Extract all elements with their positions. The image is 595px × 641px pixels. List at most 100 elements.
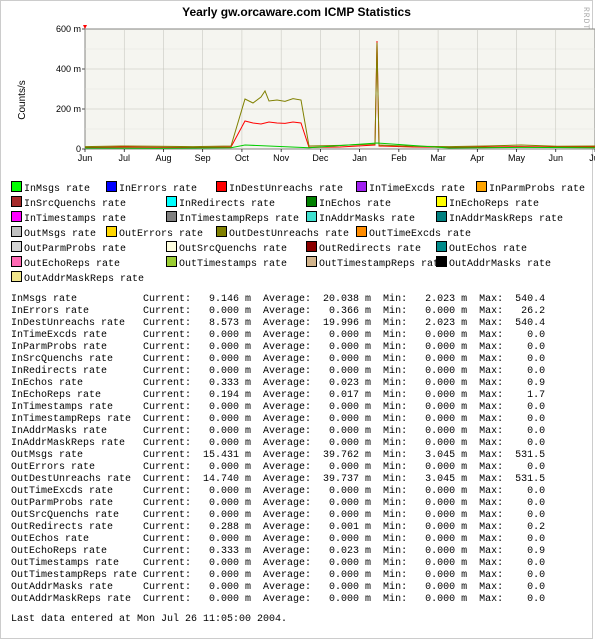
legend-label: InTimestampReps rate	[179, 214, 299, 225]
legend-item: InTimestamps rate	[11, 211, 166, 226]
swatch-icon	[306, 241, 317, 252]
legend-row: InSrcQuenchs rate InRedirects rate InEchos…	[11, 196, 584, 211]
svg-text:Sep: Sep	[195, 153, 211, 163]
svg-text:Oct: Oct	[235, 153, 250, 163]
swatch-icon	[106, 181, 117, 192]
svg-text:Feb: Feb	[391, 153, 407, 163]
legend-item: OutErrors rate	[106, 226, 216, 241]
legend-label: InSrcQuenchs rate	[24, 199, 126, 210]
swatch-icon	[11, 196, 22, 207]
legend-item: InTimeExcds rate	[356, 181, 476, 196]
legend-item: OutAddrMaskReps rate	[11, 271, 144, 286]
legend-label: OutAddrMaskReps rate	[24, 274, 144, 285]
legend-row: OutAddrMaskReps rate	[11, 271, 584, 286]
legend-label: OutDestUnreachs rate	[229, 229, 349, 240]
swatch-icon	[436, 196, 447, 207]
svg-text:Nov: Nov	[273, 153, 290, 163]
svg-text:Jul: Jul	[118, 153, 130, 163]
chart-title: Yearly gw.orcaware.com ICMP Statistics	[1, 1, 592, 19]
swatch-icon	[11, 256, 22, 267]
swatch-icon	[11, 181, 22, 192]
svg-text:May: May	[508, 153, 526, 163]
legend: InMsgs rate InErrors rate InDestUnreachs r…	[11, 181, 584, 286]
svg-text:Mar: Mar	[430, 153, 446, 163]
svg-text:200 m: 200 m	[56, 104, 81, 114]
legend-label: InTimestamps rate	[24, 214, 126, 225]
swatch-icon	[356, 181, 367, 192]
svg-text:600 m: 600 m	[56, 25, 81, 34]
swatch-icon	[216, 181, 227, 192]
legend-label: InAddrMaskReps rate	[449, 214, 563, 225]
legend-label: OutTimestamps rate	[179, 259, 287, 270]
svg-text:Jan: Jan	[352, 153, 367, 163]
legend-label: InErrors rate	[119, 184, 197, 195]
legend-item: InErrors rate	[106, 181, 216, 196]
legend-label: InParmProbs rate	[489, 184, 585, 195]
swatch-icon	[216, 226, 227, 237]
legend-item: OutTimestampReps rate	[306, 256, 436, 271]
svg-text:Aug: Aug	[155, 153, 171, 163]
legend-label: InMsgs rate	[24, 184, 90, 195]
legend-item: OutMsgs rate	[11, 226, 106, 241]
chart-svg: 0200 m400 m600 mJunJulAugSepOctNovDecJan…	[51, 25, 595, 169]
legend-item: InTimestampReps rate	[166, 211, 306, 226]
legend-row: OutMsgs rate OutErrors rate OutDestUnreach…	[11, 226, 584, 241]
legend-item: InEchoReps rate	[436, 196, 539, 211]
legend-item: OutAddrMasks rate	[436, 256, 551, 271]
swatch-icon	[11, 271, 22, 282]
legend-item: OutEchoReps rate	[11, 256, 166, 271]
legend-label: OutEchos rate	[449, 244, 527, 255]
legend-label: OutSrcQuenchs rate	[179, 244, 287, 255]
legend-label: OutEchoReps rate	[24, 259, 120, 270]
legend-row: InMsgs rate InErrors rate InDestUnreachs r…	[11, 181, 584, 196]
swatch-icon	[306, 211, 317, 222]
swatch-icon	[106, 226, 117, 237]
swatch-icon	[356, 226, 367, 237]
legend-label: InAddrMasks rate	[319, 214, 415, 225]
swatch-icon	[436, 211, 447, 222]
legend-item: InMsgs rate	[11, 181, 106, 196]
legend-item: OutDestUnreachs rate	[216, 226, 356, 241]
legend-label: InEchos rate	[319, 199, 391, 210]
swatch-icon	[436, 241, 447, 252]
legend-label: InTimeExcds rate	[369, 184, 465, 195]
chart-area: Counts/s 0200 m400 m600 mJunJulAugSepOct…	[51, 25, 561, 175]
legend-item: OutSrcQuenchs rate	[166, 241, 306, 256]
swatch-icon	[11, 211, 22, 222]
legend-item: InAddrMasks rate	[306, 211, 436, 226]
svg-text:Jun: Jun	[549, 153, 564, 163]
legend-label: OutRedirects rate	[319, 244, 421, 255]
legend-label: OutParmProbs rate	[24, 244, 126, 255]
legend-item: OutTimeExcds rate	[356, 226, 471, 241]
legend-item: InSrcQuenchs rate	[11, 196, 166, 211]
legend-item: InAddrMaskReps rate	[436, 211, 563, 226]
legend-label: InDestUnreachs rate	[229, 184, 343, 195]
legend-label: OutAddrMasks rate	[449, 259, 551, 270]
legend-label: OutMsgs rate	[24, 229, 96, 240]
svg-text:Jul: Jul	[589, 153, 595, 163]
legend-row: OutEchoReps rate OutTimestamps rate OutTim…	[11, 256, 584, 271]
swatch-icon	[306, 256, 317, 267]
legend-label: InEchoReps rate	[449, 199, 539, 210]
legend-item: OutParmProbs rate	[11, 241, 166, 256]
legend-item: InRedirects rate	[166, 196, 306, 211]
legend-row: OutParmProbs rate OutSrcQuenchs rate OutRe…	[11, 241, 584, 256]
legend-item: OutEchos rate	[436, 241, 527, 256]
swatch-icon	[306, 196, 317, 207]
legend-label: OutErrors rate	[119, 229, 203, 240]
legend-label: OutTimestampReps rate	[319, 259, 445, 270]
swatch-icon	[436, 256, 447, 267]
legend-label: InRedirects rate	[179, 199, 275, 210]
legend-item: InParmProbs rate	[476, 181, 585, 196]
rrdtool-graph: Yearly gw.orcaware.com ICMP Statistics R…	[0, 0, 593, 639]
swatch-icon	[11, 241, 22, 252]
legend-item: OutRedirects rate	[306, 241, 436, 256]
swatch-icon	[166, 196, 177, 207]
y-axis-label: Counts/s	[17, 80, 28, 119]
legend-item: InDestUnreachs rate	[216, 181, 356, 196]
legend-item: InEchos rate	[306, 196, 436, 211]
footer-text: Last data entered at Mon Jul 26 11:05:00…	[11, 614, 592, 625]
swatch-icon	[166, 241, 177, 252]
legend-label: OutTimeExcds rate	[369, 229, 471, 240]
stats-table: InMsgs rate Current: 9.146 m Average: 20…	[11, 294, 592, 606]
